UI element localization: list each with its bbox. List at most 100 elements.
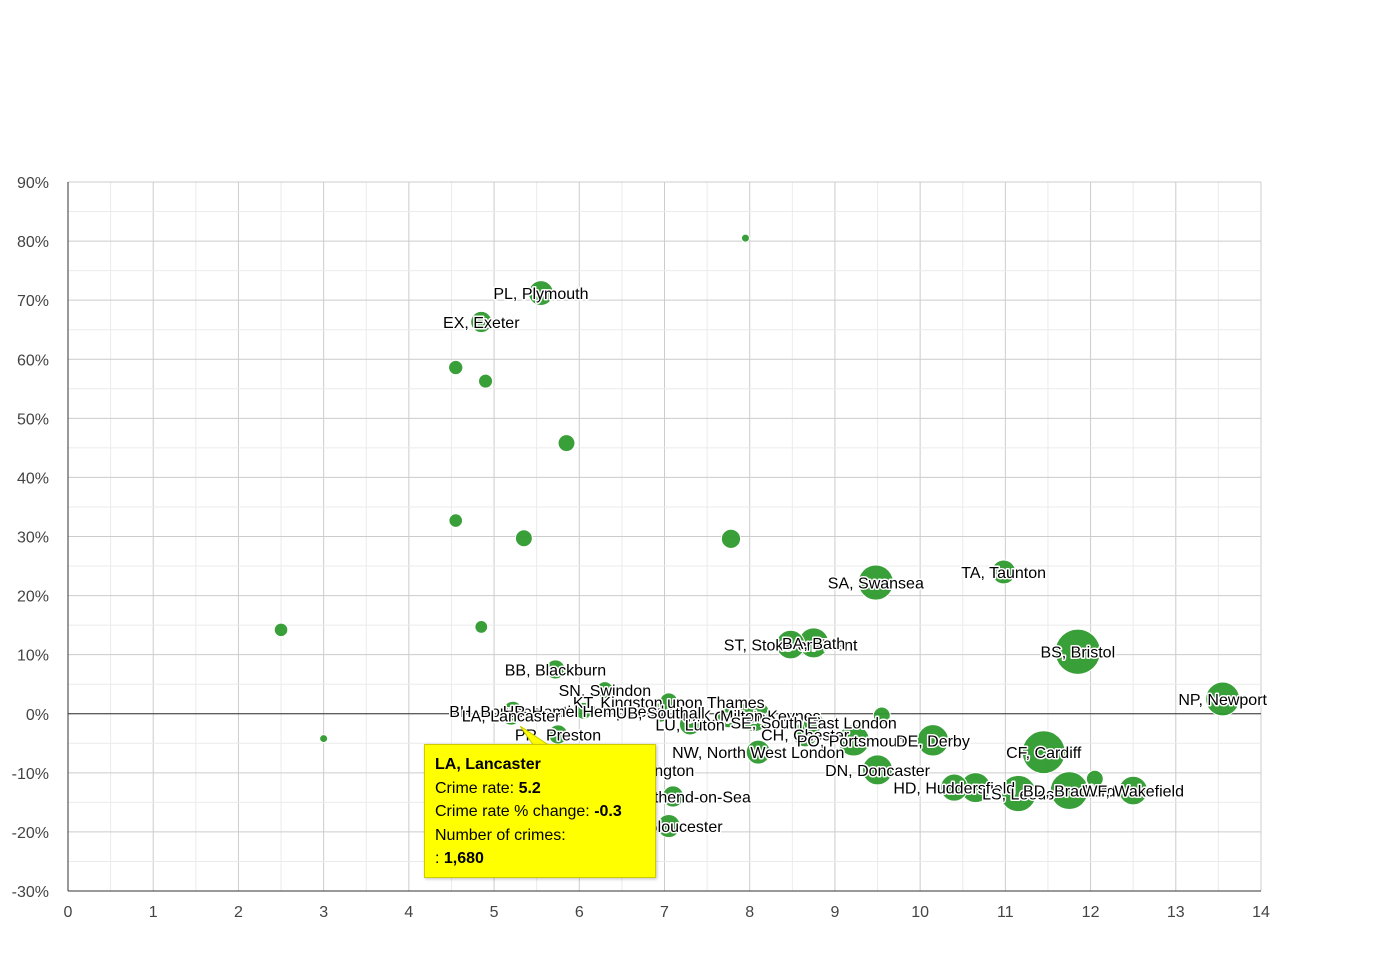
point-label: LS, Leeds	[982, 787, 1054, 804]
y-tick-label: 0%	[26, 707, 49, 724]
tooltip-change-row: Crime rate % change: -0.3	[435, 800, 645, 824]
bubble	[528, 280, 554, 306]
bubble	[470, 310, 493, 334]
point-label: HD, Huddersfield	[893, 781, 1015, 798]
bubble	[775, 629, 806, 660]
y-tick-label: -20%	[12, 825, 49, 842]
x-tick-label: 3	[319, 904, 328, 921]
y-tick-label: -10%	[12, 766, 49, 783]
point-label: WF, Wakefield	[1082, 784, 1184, 801]
bubble	[448, 359, 464, 376]
point-label: BH, Bournemouth	[449, 704, 576, 721]
bubble	[1085, 769, 1104, 788]
bubbles	[273, 233, 1241, 839]
point-label: BA, Bath	[782, 636, 845, 653]
point-label: EX, Exeter	[443, 315, 520, 332]
tooltip-count-label: Number of crimes:	[435, 826, 566, 844]
bubble	[803, 711, 825, 734]
tooltip-title: LA, Lancaster	[435, 756, 541, 773]
bubble	[1118, 775, 1148, 806]
y-tick-label: 60%	[17, 352, 49, 369]
point-label: BS, Bristol	[1040, 645, 1115, 662]
bubble	[659, 692, 679, 712]
point-label: UB, Southall	[616, 706, 705, 723]
y-tick-label: 40%	[17, 470, 49, 487]
bubble	[740, 233, 750, 243]
point-label: NP, Newport	[1178, 692, 1267, 709]
point-label: TA, Taunton	[961, 565, 1046, 582]
bubble	[872, 706, 891, 725]
x-tick-label: 10	[911, 904, 929, 921]
y-tick-label: 90%	[17, 175, 49, 192]
y-tick-label: 70%	[17, 293, 49, 310]
x-tick-label: 11	[997, 904, 1014, 921]
point-label: PO, Portsmouth	[797, 733, 911, 750]
point-label: SN, Swindon	[559, 683, 652, 700]
tooltip: LA, Lancaster Crime rate: 5.2 Crime rate…	[424, 744, 656, 878]
tooltip-change-value: -0.3	[594, 803, 622, 820]
x-tick-label: 9	[830, 904, 839, 921]
point-label: SE, South East London	[730, 716, 896, 733]
x-tick-label: 7	[660, 904, 669, 921]
bubble	[1205, 681, 1241, 717]
bubble	[862, 754, 894, 786]
x-tick-label: 0	[64, 904, 73, 921]
x-tick-label: 13	[1167, 904, 1185, 921]
bubble	[661, 785, 685, 808]
bubble	[319, 734, 329, 744]
point-label: BB, Blackburn	[505, 662, 606, 679]
tooltip-count-value: 1,680	[443, 850, 484, 867]
y-tick-label: 10%	[17, 648, 49, 665]
bubble	[557, 434, 576, 453]
bubble	[595, 681, 614, 700]
tooltip-count-prefix: :	[435, 850, 440, 867]
y-tick-label: 20%	[17, 589, 49, 606]
x-tick-label: 2	[234, 904, 243, 921]
point-label: CR, Croydon	[682, 710, 774, 727]
point-label: CH, Chester	[761, 727, 850, 744]
bubble	[745, 739, 771, 765]
y-tick-label: 30%	[17, 530, 49, 547]
bubble	[720, 528, 742, 549]
bubble-highlight-core	[505, 710, 517, 721]
point-label: SA, Swansea	[828, 576, 924, 593]
bubble	[678, 713, 702, 736]
x-tick-label: 5	[490, 904, 499, 921]
point-label: DE, Derby	[896, 733, 970, 750]
point-label: DN, Doncaster	[825, 763, 931, 780]
bubble	[1049, 771, 1089, 810]
bubble	[448, 513, 464, 528]
bubble	[916, 724, 950, 757]
tooltip-rate-value: 5.2	[518, 779, 541, 797]
x-tick-label: 4	[404, 904, 413, 921]
bubble	[999, 774, 1037, 813]
point-label: ST, Stoke-on-Trent	[724, 638, 858, 655]
bubble	[1021, 730, 1066, 775]
bubble	[716, 705, 740, 729]
point-label: LA, Lancaster	[462, 709, 561, 726]
bubble	[273, 622, 289, 638]
bubble	[991, 559, 1017, 585]
point-label: BD, Bradford	[1023, 784, 1115, 801]
y-tick-label: 80%	[17, 234, 49, 251]
bubble	[514, 529, 533, 548]
bubble	[940, 773, 969, 802]
bubble	[545, 659, 566, 680]
x-tick-label: 6	[575, 904, 584, 921]
point-label: KT, Kingston upon Thames	[573, 695, 765, 712]
point-label: NW, North West London	[672, 745, 844, 762]
x-tick-label: 12	[1082, 904, 1100, 921]
tooltip-count-row: : 1,680	[435, 847, 645, 871]
bubble	[574, 701, 593, 720]
bubble	[474, 619, 489, 634]
tooltip-rate-label: Crime rate:	[435, 779, 515, 797]
x-tick-label: 8	[745, 904, 754, 921]
point-label: PL, Plymouth	[493, 286, 588, 303]
tooltip-change-label: Crime rate % change:	[435, 803, 590, 820]
x-tick-label: 1	[149, 904, 158, 921]
bubble	[478, 373, 494, 389]
point-label: LU, Luton	[655, 717, 724, 734]
bubble	[1054, 628, 1101, 675]
bubble	[857, 564, 894, 601]
